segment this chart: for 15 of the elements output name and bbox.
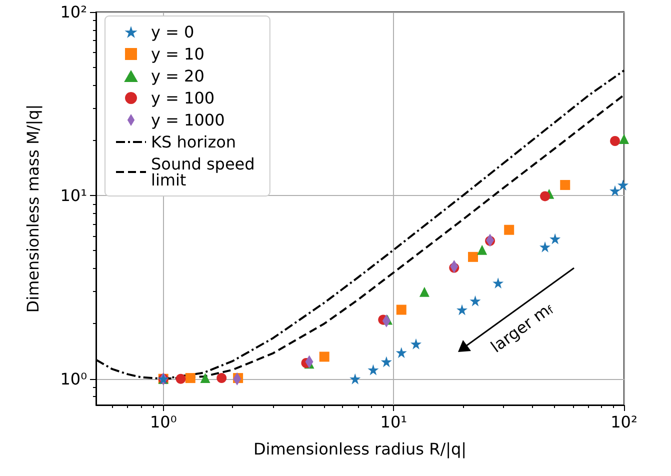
x-tick-label: 10²: [610, 412, 638, 432]
x-tick-label: 10¹: [380, 412, 408, 432]
legend-label: y = 100: [151, 88, 215, 108]
legend-label: y = 20: [151, 66, 204, 86]
x-axis-title: Dimensionless radius R/|q|: [253, 440, 467, 458]
x-tick-label: 10⁰: [150, 412, 177, 432]
y-tick-label: 10⁰: [60, 369, 87, 388]
legend-label: y = 10: [151, 44, 204, 64]
legend-label: Sound speed limit: [151, 154, 260, 190]
legend-label: y = 0: [151, 22, 194, 42]
legend-label: KS horizon: [151, 132, 236, 152]
y-tick-label: 10¹: [60, 186, 87, 205]
legend-label: y = 1000: [151, 110, 225, 130]
y-tick-label: 10²: [60, 2, 87, 22]
y-axis-title: Dimensionless mass M/|q|: [24, 104, 42, 313]
